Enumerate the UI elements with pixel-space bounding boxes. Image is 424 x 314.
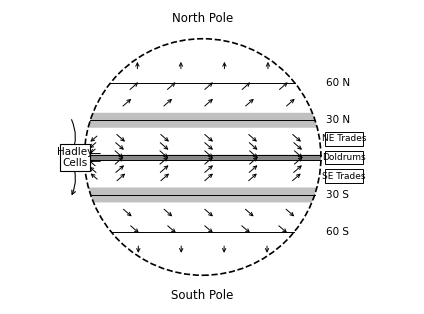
Text: South Pole: South Pole: [171, 289, 234, 302]
FancyBboxPatch shape: [325, 170, 363, 183]
Polygon shape: [88, 187, 317, 203]
Text: 60 S: 60 S: [326, 227, 349, 237]
Text: 60 N: 60 N: [326, 78, 350, 88]
Polygon shape: [84, 155, 321, 160]
Text: NE Trades: NE Trades: [322, 134, 366, 143]
Text: Doldrums: Doldrums: [322, 153, 366, 162]
Text: 30 N: 30 N: [326, 115, 350, 125]
FancyBboxPatch shape: [59, 144, 90, 171]
FancyBboxPatch shape: [325, 151, 363, 165]
Text: SE Trades: SE Trades: [322, 172, 366, 181]
FancyBboxPatch shape: [325, 132, 363, 146]
Text: North Pole: North Pole: [172, 12, 233, 25]
Text: Hadley
Cells: Hadley Cells: [57, 147, 93, 168]
Polygon shape: [88, 113, 317, 128]
Text: 30 S: 30 S: [326, 190, 349, 200]
